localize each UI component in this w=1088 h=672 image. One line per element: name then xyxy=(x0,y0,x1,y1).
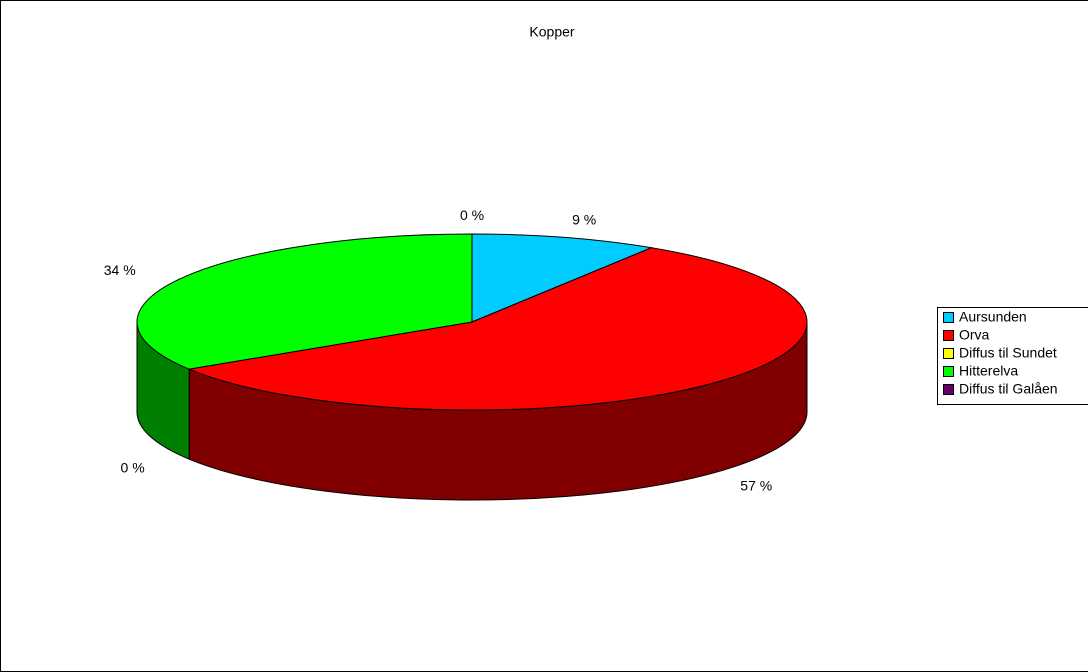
value-label: 9 % xyxy=(572,211,596,227)
pie-tops xyxy=(136,233,808,411)
slice xyxy=(136,233,473,370)
legend-swatch xyxy=(943,348,954,359)
value-label: 0 % xyxy=(460,207,484,223)
legend-label: Orva xyxy=(959,327,990,343)
legend-box xyxy=(937,307,1088,405)
legend-label: Diffus til Sundet xyxy=(959,345,1057,361)
slice xyxy=(187,247,808,411)
value-labels: 9 % 57 % 0 % 34 % 0 % xyxy=(104,207,772,493)
legend-swatch xyxy=(943,384,954,395)
value-label: 57 % xyxy=(740,477,772,493)
legend-swatch xyxy=(943,366,954,377)
legend: Aursunden Orva Diffus til Sundet Hitterelva… xyxy=(937,307,1088,405)
value-label: 0 % xyxy=(121,459,145,475)
chart-title: Kopper xyxy=(529,24,574,40)
legend-label: Aursunden xyxy=(959,309,1027,325)
value-label: 34 % xyxy=(104,262,136,278)
legend-swatch xyxy=(943,330,954,341)
legend-label: Hitterelva xyxy=(959,363,1018,379)
slice xyxy=(471,233,654,323)
legend-label: Diffus til Galåen xyxy=(959,381,1058,397)
legend-swatch xyxy=(943,312,954,323)
